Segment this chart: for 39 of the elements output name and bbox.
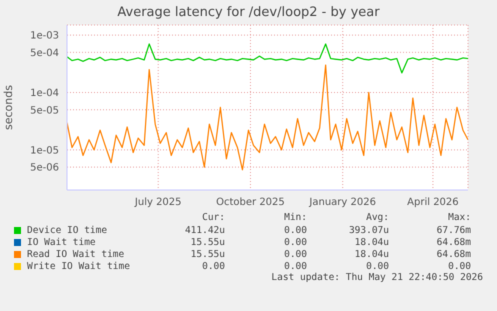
text: 67.76m: [436, 224, 471, 236]
text: 0.00: [201, 260, 225, 272]
y-tick-label: 5e-05: [30, 105, 59, 116]
legend-label: Device IO time: [27, 224, 108, 236]
text: 0.00: [447, 260, 471, 272]
y-tick-label: 1e-03: [30, 30, 59, 42]
text: Max:: [447, 212, 471, 224]
legend-label: IO Wait time: [27, 236, 96, 248]
text: Min:: [283, 212, 307, 224]
chart-title: Average latency for /dev/loop2 - by year: [116, 4, 381, 22]
text: Cur:: [201, 212, 225, 224]
text: 18.04u: [354, 236, 389, 248]
text: Last update: Thu May 21 22:40:50 2026: [270, 272, 483, 284]
y-tick-label: 5e-06: [30, 162, 59, 174]
x-tick-label: October 2025: [216, 197, 285, 208]
x-tick-label: April 2026: [407, 197, 459, 208]
line-series: [67, 64, 468, 170]
text: 0.00: [283, 248, 307, 260]
text: 15.55u: [190, 236, 225, 248]
text: 15.55u: [190, 248, 225, 260]
text: 0.00: [365, 260, 389, 272]
x-tick-label: July 2025: [134, 197, 182, 208]
text: 18.04u: [354, 248, 389, 260]
text: 0.00: [283, 236, 307, 248]
y-axis-title: seconds: [2, 84, 15, 130]
line-series: [67, 43, 468, 74]
text: 64.68m: [436, 236, 471, 248]
y-tick-label: 1e-04: [30, 88, 59, 100]
legend-label: Write IO Wait time: [27, 260, 130, 272]
text: 64.68m: [436, 248, 471, 260]
text: Avg:: [365, 212, 389, 224]
text: 393.07u: [348, 224, 389, 236]
y-tick-label: 5e-04: [30, 48, 59, 59]
y-tick-label: 1e-05: [30, 145, 59, 156]
text: 411.42u: [184, 224, 225, 236]
x-tick-label: January 2026: [308, 197, 376, 208]
legend-label: Read IO Wait time: [27, 248, 124, 260]
text: 0.00: [283, 260, 307, 272]
text: 0.00: [283, 224, 307, 236]
